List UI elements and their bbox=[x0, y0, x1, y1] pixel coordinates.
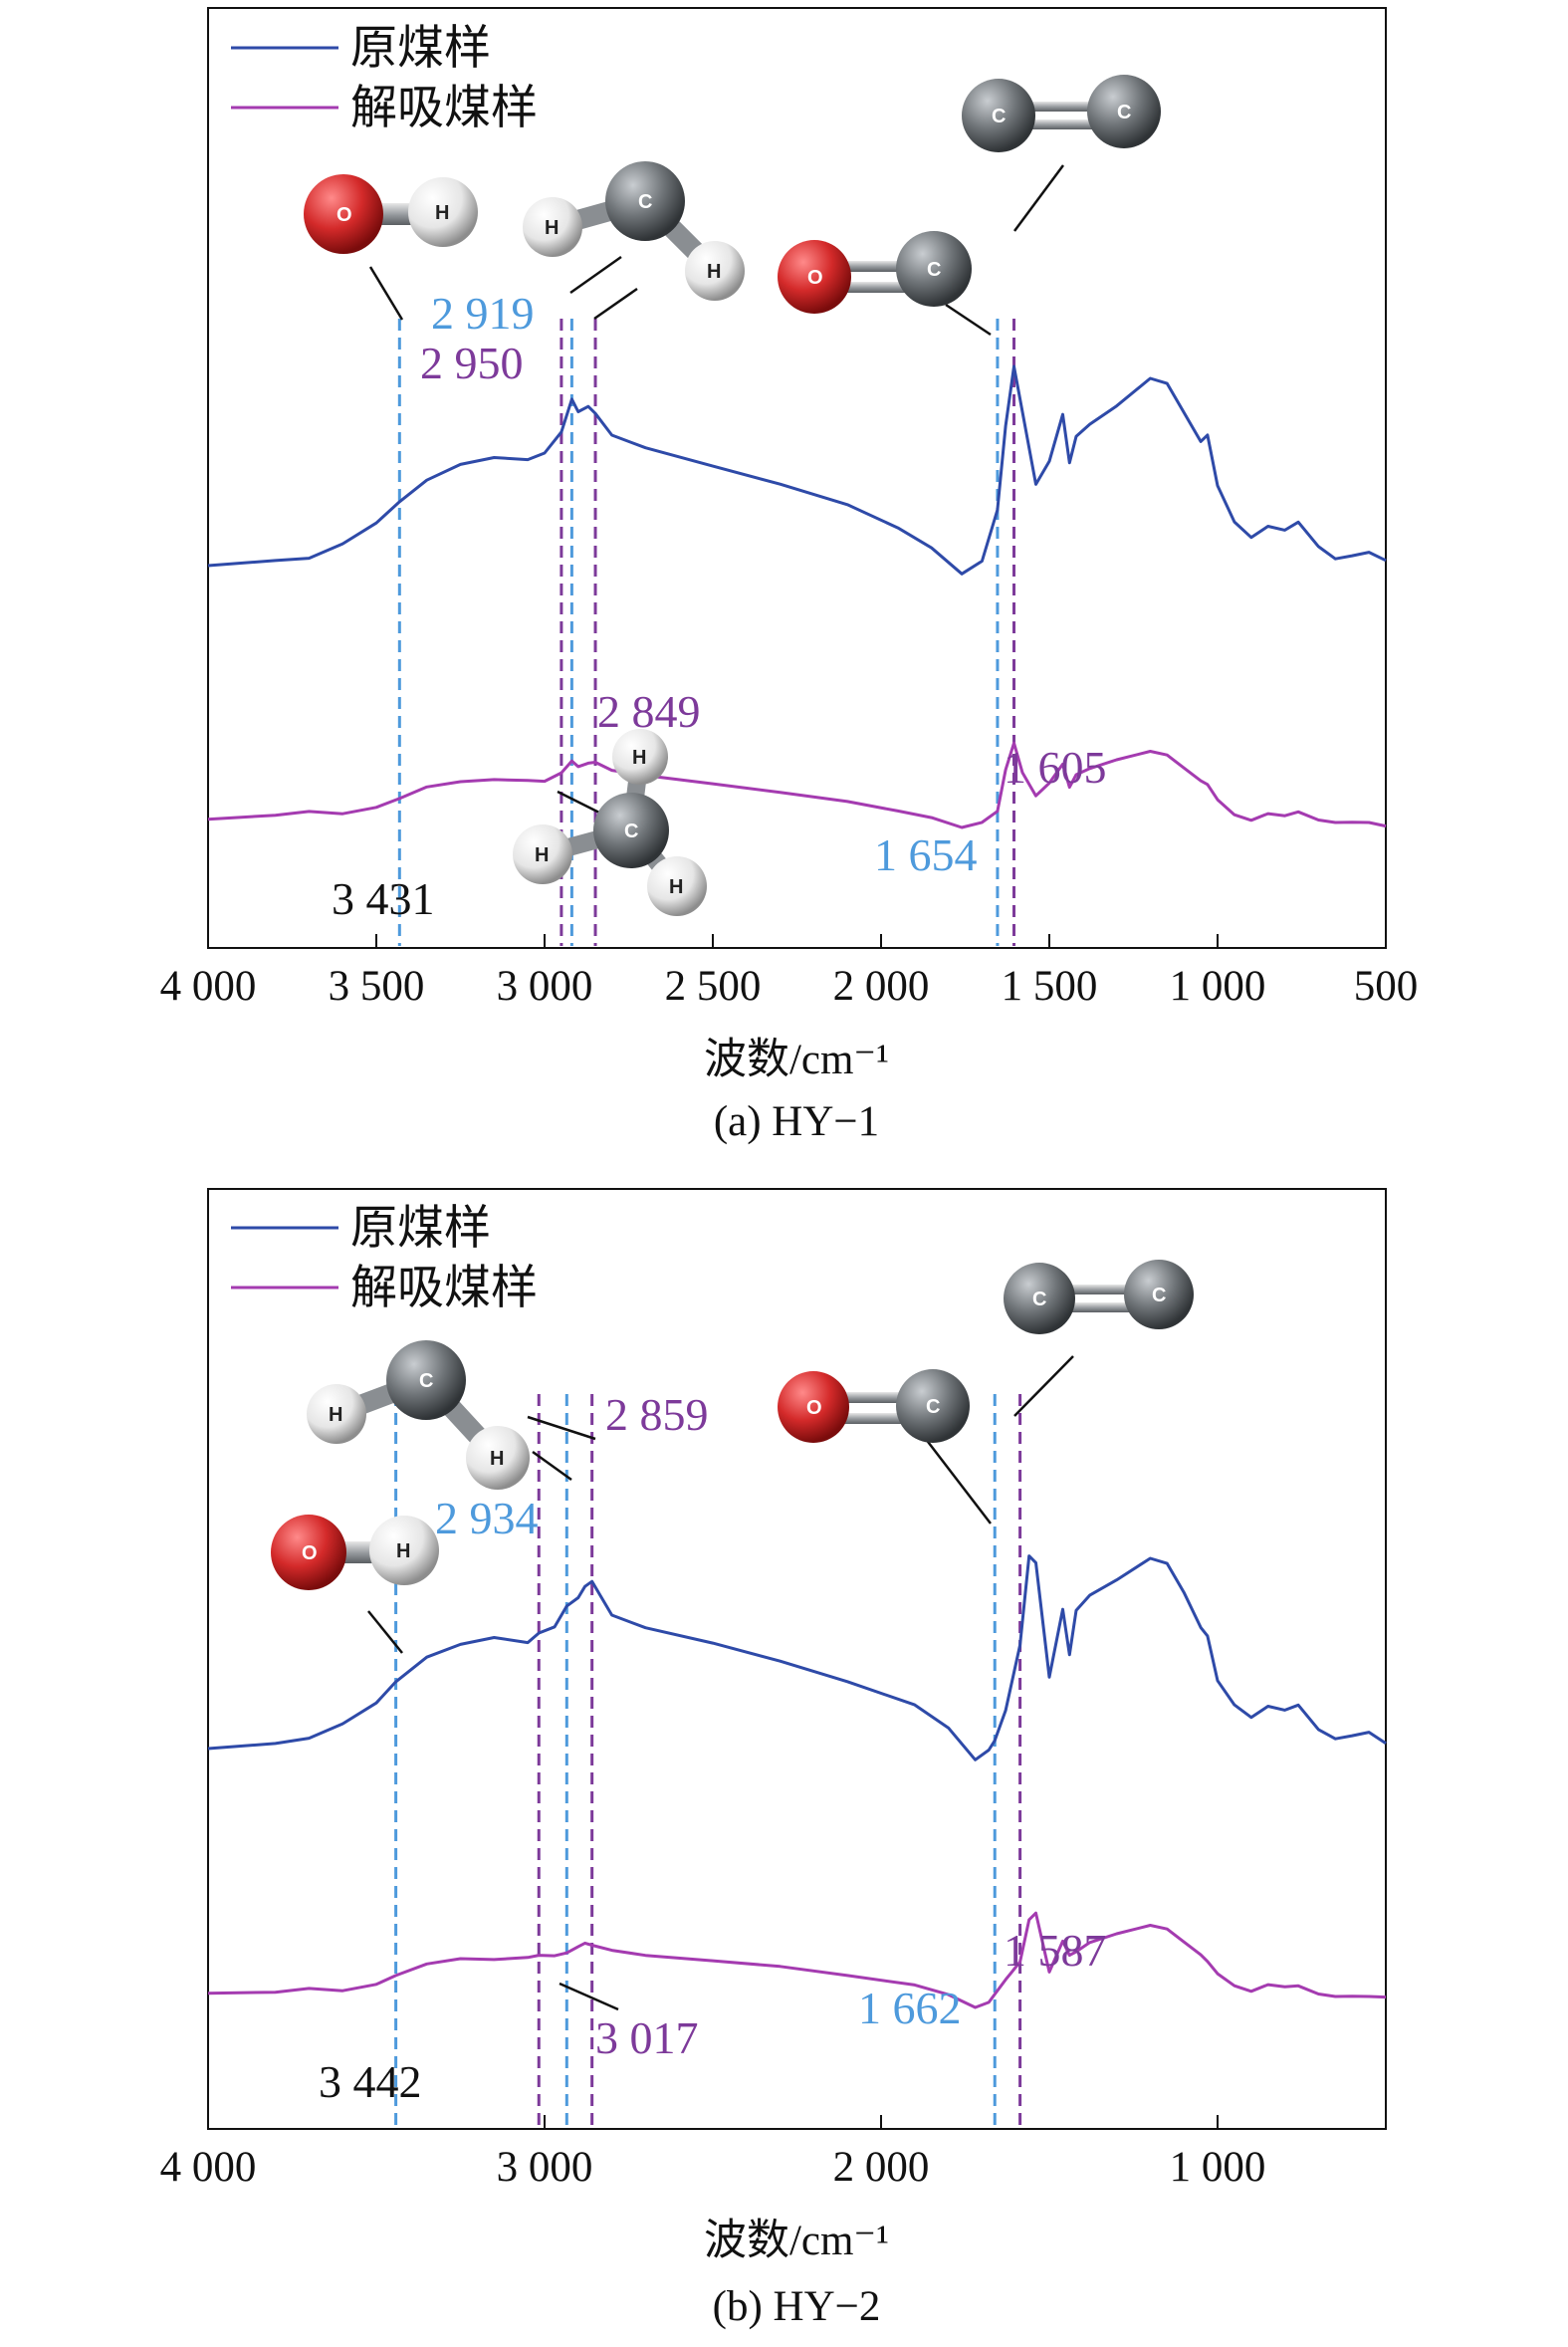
peak-label-2919: 2 919 bbox=[431, 288, 535, 339]
svg-text:H: H bbox=[669, 876, 683, 898]
svg-text:C: C bbox=[1117, 102, 1131, 123]
oh-molecule-icon: O H bbox=[304, 174, 478, 254]
panel-b-hy2: 4 000 3 000 2 000 1 000 原煤样 解吸煤样 3 442 2 93… bbox=[160, 1188, 1387, 2330]
panel-b-x-tick-labels: 4 000 3 000 2 000 1 000 bbox=[160, 2144, 1266, 2191]
leader-oh bbox=[368, 266, 404, 321]
peak-label-1654: 1 654 bbox=[874, 829, 978, 880]
panel-b-x-axis-title: 波数/cm⁻¹ bbox=[704, 2218, 889, 2264]
leader-co bbox=[945, 303, 992, 337]
panel-b-legend: 原煤样 解吸煤样 bbox=[231, 1203, 538, 1314]
svg-text:C: C bbox=[992, 106, 1006, 127]
series-desorbed-coal-line bbox=[207, 1911, 1387, 2009]
svg-text:O: O bbox=[807, 267, 823, 289]
series-raw-coal-line bbox=[207, 364, 1387, 576]
svg-text:C: C bbox=[927, 259, 941, 281]
x-tick-label: 500 bbox=[1354, 963, 1419, 1010]
panel-a-plot-frame bbox=[207, 7, 1387, 949]
svg-text:O: O bbox=[336, 204, 352, 226]
leader-ch-a bbox=[527, 1415, 596, 1441]
panel-b-plot-frame bbox=[207, 1188, 1387, 2130]
peak-label-2849: 2 849 bbox=[597, 686, 701, 737]
x-tick-label: 2 500 bbox=[665, 963, 762, 1010]
svg-text:C: C bbox=[638, 191, 652, 213]
x-tick-label: 3 000 bbox=[497, 2144, 593, 2191]
leader-cc bbox=[1013, 1355, 1074, 1417]
x-tick-label: 2 000 bbox=[833, 963, 930, 1010]
panel-b-x-ticks bbox=[207, 2115, 1219, 2129]
panel-a-legend: 原煤样 解吸煤样 bbox=[231, 23, 538, 134]
svg-text:C: C bbox=[624, 821, 638, 842]
panel-a-leader-lines bbox=[368, 164, 1065, 817]
x-tick-label: 1 500 bbox=[1002, 963, 1098, 1010]
panel-b-series bbox=[207, 1554, 1387, 2009]
svg-text:O: O bbox=[302, 1542, 318, 1564]
panel-a-hy1: 4 000 3 500 3 000 2 500 2 000 1 500 1 000 500 原… bbox=[160, 7, 1419, 1145]
svg-text:H: H bbox=[396, 1540, 410, 1562]
leader-co bbox=[921, 1433, 992, 1525]
peak-label-3017: 3 017 bbox=[595, 2012, 699, 2063]
co-molecule-icon: O C bbox=[778, 231, 972, 314]
leader-ch-a bbox=[569, 255, 622, 295]
peak-label-2950: 2 950 bbox=[420, 338, 524, 388]
svg-text:C: C bbox=[1152, 1285, 1166, 1306]
legend-label-raw: 原煤样 bbox=[350, 1203, 491, 1255]
leader-ch-b bbox=[532, 1450, 572, 1482]
leader-ch4 bbox=[557, 790, 604, 817]
x-tick-label: 4 000 bbox=[160, 2144, 257, 2191]
peak-label-2859: 2 859 bbox=[605, 1389, 709, 1440]
x-tick-label: 3 000 bbox=[497, 963, 593, 1010]
ch4-molecule-icon: H H H C bbox=[513, 729, 707, 916]
panel-a-caption: (a) HY−1 bbox=[714, 1098, 879, 1145]
svg-text:H: H bbox=[545, 217, 559, 239]
cc-molecule-icon: C C bbox=[1004, 1260, 1194, 1334]
svg-text:O: O bbox=[806, 1397, 822, 1419]
peak-label-1587: 1 587 bbox=[1004, 1925, 1107, 1976]
series-raw-coal-line bbox=[207, 1554, 1387, 1761]
x-tick-label: 1 000 bbox=[1170, 2144, 1266, 2191]
ch2-molecule-icon: H C H bbox=[523, 161, 745, 301]
panel-a-x-axis-title: 波数/cm⁻¹ bbox=[704, 1037, 889, 1083]
svg-text:H: H bbox=[535, 844, 549, 866]
peak-label-3431: 3 431 bbox=[332, 873, 435, 924]
cc-molecule-icon: C C bbox=[962, 75, 1161, 152]
peak-label-3442: 3 442 bbox=[319, 2056, 422, 2107]
panel-a-series bbox=[207, 364, 1387, 829]
peak-label-1605: 1 605 bbox=[1004, 742, 1107, 793]
legend-label-raw: 原煤样 bbox=[350, 23, 491, 75]
peak-label-2934: 2 934 bbox=[435, 1493, 539, 1543]
oh-molecule-icon: O H bbox=[271, 1515, 439, 1590]
co-molecule-icon: O C bbox=[778, 1369, 970, 1443]
svg-text:H: H bbox=[490, 1448, 504, 1470]
peak-label-1662: 1 662 bbox=[858, 1983, 962, 2033]
svg-text:C: C bbox=[419, 1370, 433, 1392]
panel-a-x-ticks bbox=[207, 934, 1387, 948]
panel-a-x-tick-labels: 4 000 3 500 3 000 2 500 2 000 1 500 1 000 500 bbox=[160, 963, 1419, 1010]
svg-text:H: H bbox=[435, 202, 449, 224]
x-tick-label: 3 500 bbox=[329, 963, 425, 1010]
series-desorbed-coal-line bbox=[207, 741, 1387, 829]
leader-oh bbox=[367, 1610, 403, 1654]
svg-text:H: H bbox=[707, 261, 721, 283]
svg-text:C: C bbox=[1032, 1289, 1046, 1310]
leader-ch-b bbox=[593, 287, 638, 321]
panel-b-caption: (b) HY−2 bbox=[713, 2283, 881, 2330]
x-tick-label: 1 000 bbox=[1170, 963, 1266, 1010]
x-tick-label: 4 000 bbox=[160, 963, 257, 1010]
panel-b-leader-lines bbox=[367, 1355, 1074, 2011]
svg-text:H: H bbox=[329, 1404, 342, 1426]
leader-cc bbox=[1012, 164, 1065, 232]
legend-label-desorbed: 解吸煤样 bbox=[350, 83, 538, 134]
ch2-molecule-icon: H C H bbox=[307, 1340, 530, 1490]
x-tick-label: 2 000 bbox=[833, 2144, 930, 2191]
leader-3017 bbox=[559, 1982, 619, 2011]
svg-text:H: H bbox=[632, 747, 646, 769]
svg-text:C: C bbox=[926, 1396, 940, 1418]
legend-label-desorbed: 解吸煤样 bbox=[350, 1263, 538, 1314]
